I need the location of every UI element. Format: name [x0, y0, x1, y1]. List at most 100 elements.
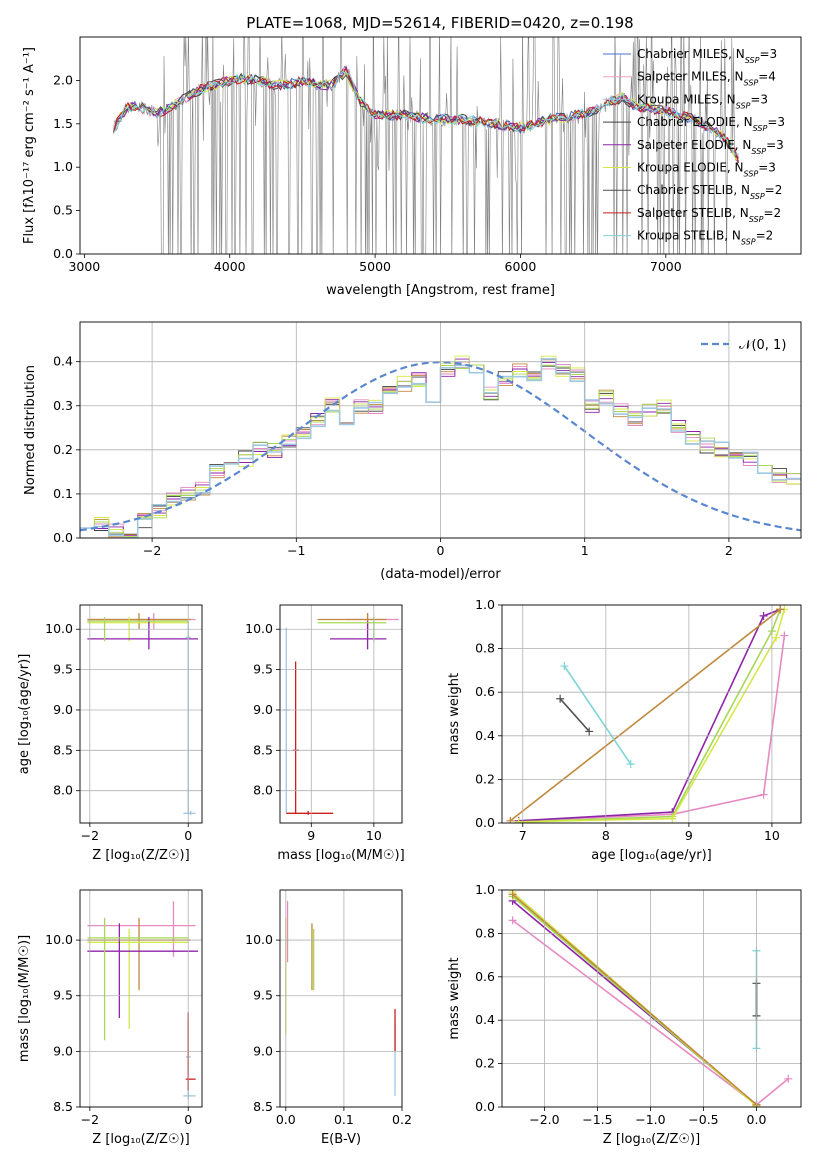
age_vs_Z-axes-frame [79, 604, 203, 824]
age_vs_mass-ytick-label: 9.0 [253, 702, 273, 717]
residuals-xtick-label: 0 [437, 543, 445, 558]
age_vs_Z-ytick-label: 8.0 [53, 783, 73, 798]
residuals-histogram [80, 355, 801, 537]
age_vs_mass-axes-frame [279, 604, 403, 824]
mass_vs_ebv-xtick-label: 0.2 [392, 1112, 412, 1127]
weight_vs_age-point-marker [556, 694, 565, 703]
spectrum-model-line [112, 70, 739, 155]
spectrum-ytick-label: 2.0 [53, 72, 73, 87]
legend-label: Salpeter ELODIE, NSSP=3 [637, 138, 784, 156]
weight_vs_age-series-line [518, 609, 781, 823]
spectrum-ytick-label: 0.0 [53, 246, 73, 261]
weight_vs_age-xtick-label: 9 [685, 828, 693, 843]
weight_vs_age-ytick-label: 0.4 [475, 728, 495, 743]
spectrum-ytick-label: 0.5 [53, 203, 73, 218]
weight_vs_age-point-marker [668, 814, 677, 823]
weight_vs_Z-ytick-label: 1.0 [475, 882, 495, 897]
spectrum-model-line [112, 68, 739, 164]
mass_vs_ebv-ytick-label: 9.0 [253, 1043, 273, 1058]
weight_vs_age-ytick-label: 0.0 [475, 815, 495, 830]
weight_vs_Z-xtick-label: −2.0 [529, 1112, 559, 1127]
legend-label: Chabrier MILES, NSSP=3 [637, 47, 777, 65]
residuals-histogram [80, 359, 801, 538]
weight_vs_Z-xlabel: Z [log₁₀(Z/Z☉)] [603, 1132, 700, 1147]
age_vs_mass-xtick-label: 10 [366, 828, 382, 843]
weight_vs_Z-xtick-label: −0.5 [688, 1112, 718, 1127]
spectrum-panel: 3000 4000 5000 6000 7000 0.0 0.5 1.0 1.5 2.0 Chabr… [22, 36, 802, 298]
weight_vs_Z-ytick-label: 0.4 [475, 1012, 495, 1027]
residuals-ytick-label: 0.3 [53, 398, 73, 413]
spectrum-ylabel: Flux [fλ10⁻¹⁷ erg cm⁻² s⁻¹ A⁻¹] [22, 47, 37, 244]
weight_vs_age-xtick-label: 7 [519, 828, 527, 843]
mass_vs_ebv-ytick-label: 10.0 [245, 932, 273, 947]
age_vs_mass-ytick-label: 9.5 [253, 662, 273, 677]
age_vs_mass-xlabel: mass [log₁₀(M/M☉)] [277, 848, 404, 863]
residuals-panel: −2 −1 0 1 2 0.0 0.1 0.2 0.3 0.4 𝒩(0, 1) (data-model… [23, 321, 802, 582]
age_vs_mass-plot-area [283, 613, 399, 815]
mass_vs_Z-plot-area [87, 901, 199, 1100]
age_vs_Z-ylabel: age [log₁₀(age/yr)] [17, 654, 32, 775]
mass_vs_Z-axes-frame [79, 889, 203, 1108]
weight_vs_Z-xtick-label: 0.0 [747, 1112, 767, 1127]
age_vs_Z-xtick-label: −2 [81, 828, 99, 843]
mass_vs_ebv-plot-area [285, 901, 396, 1096]
weight_vs_age-point-marker [585, 727, 594, 736]
mass_vs_ebv-xtick-label: 0.0 [276, 1112, 296, 1127]
residuals-histogram [80, 358, 801, 537]
weight_vs_age-point-marker [759, 790, 768, 799]
weight_vs_age-plot-area [506, 605, 789, 823]
weight_vs_age-ytick-label: 1.0 [475, 597, 495, 612]
weight_vs_Z-ylabel: mass weight [447, 957, 462, 1039]
age_vs_Z-ytick-label: 8.5 [53, 742, 73, 757]
weight_vs_age-ytick-label: 0.2 [475, 771, 495, 786]
mass_vs_ebv-panel: 0.0 0.1 0.2 8.5 9.0 9.5 10.0 E(B-V) [245, 889, 412, 1147]
spectrum-model-line [112, 69, 739, 161]
weight_vs_Z-axes-frame [501, 889, 802, 1108]
legend-label: Kroupa MILES, NSSP=3 [637, 92, 768, 110]
weight_vs_age-point-marker [780, 631, 789, 640]
age_vs_mass-ytick-label: 8.0 [253, 783, 273, 798]
weight_vs_Z-xtick-label: −1.0 [635, 1112, 665, 1127]
spectrum-xtick-label: 3000 [68, 259, 100, 274]
age_vs_mass-panel: 9 10 8.0 8.5 9.0 9.5 10.0 mass [log₁₀(M/M☉)] [245, 604, 405, 863]
weight_vs_age-series-line [509, 608, 781, 822]
mass_vs_Z-panel: −2 0 8.5 9.0 9.5 10.0 Z [log₁₀(Z/Z☉)] mass [log… [17, 889, 203, 1147]
mass_vs_ebv-xlabel: E(B-V) [321, 1132, 361, 1147]
residuals-ylabel: Normed distribution [23, 365, 38, 495]
spectrum-plot-area [112, 37, 739, 254]
mass_vs_ebv-axes-frame [279, 889, 403, 1108]
weight_vs_Z-ytick-label: 0.8 [475, 925, 495, 940]
age_vs_Z-panel: −2 0 8.0 8.5 9.0 9.5 10.0 Z [log₁₀(Z/Z☉)] age [l… [17, 604, 203, 863]
spectrum-ytick-label: 1.0 [53, 159, 73, 174]
age_vs_Z-xlabel: Z [log₁₀(Z/Z☉)] [92, 848, 189, 863]
mass_vs_Z-ytick-label: 8.5 [53, 1099, 73, 1114]
weight_vs_age-point-marker [506, 816, 515, 823]
weight_vs_Z-point-marker [508, 916, 517, 925]
mass_vs_ebv-xtick-label: 0.1 [334, 1112, 354, 1127]
age_vs_Z-ytick-label: 9.5 [53, 662, 73, 677]
spectrum-xtick-label: 5000 [359, 259, 391, 274]
weight_vs_Z-point-marker [508, 890, 517, 899]
residuals-xtick-label: −2 [143, 543, 161, 558]
legend-label: Salpeter STELIB, NSSP=2 [637, 206, 781, 224]
weight_vs_age-xlabel: age [log₁₀(age/yr)] [591, 848, 712, 863]
spectrum-xtick-label: 4000 [214, 259, 246, 274]
residuals-histogram [80, 361, 801, 536]
weight_vs_Z-xtick-label: −1.5 [582, 1112, 612, 1127]
weight_vs_age-ytick-label: 0.6 [475, 684, 495, 699]
residuals-histogram [80, 364, 801, 538]
residuals-xlabel: (data-model)/error [380, 567, 501, 582]
residuals-xtick-label: 2 [725, 543, 733, 558]
weight_vs_age-point-marker [772, 633, 781, 642]
figure-title: PLATE=1068, MJD=52614, FIBERID=0420, z=0… [246, 14, 633, 32]
mass_vs_Z-xlabel: Z [log₁₀(Z/Z☉)] [92, 1132, 189, 1147]
residuals-xtick-label: 1 [581, 543, 589, 558]
weight_vs_age-series-line [563, 665, 632, 765]
weight_vs_age-series-line [518, 635, 786, 822]
residuals-xtick-label: −1 [287, 543, 305, 558]
weight_vs_age-series-line [559, 698, 590, 732]
legend-label: Chabrier ELODIE, NSSP=3 [637, 115, 785, 133]
weight_vs_age-point-marker [626, 760, 635, 769]
weight_vs_Z-series-line [512, 893, 758, 1106]
